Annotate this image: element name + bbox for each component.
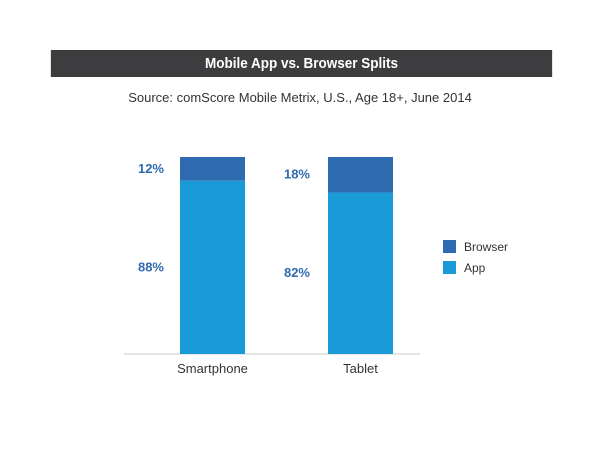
x-tick-label-smartphone: Smartphone: [177, 361, 248, 376]
bar-tablet-app: [328, 192, 393, 354]
data-label-smartphone-browser: 12%: [138, 161, 164, 176]
data-label-smartphone-app: 88%: [138, 259, 164, 274]
data-label-tablet-browser: 18%: [284, 167, 310, 182]
legend-label-app: App: [464, 261, 486, 275]
chart-subtitle: Source: comScore Mobile Metrix, U.S., Ag…: [128, 90, 472, 105]
data-label-tablet-app: 82%: [284, 265, 310, 280]
legend-label-browser: Browser: [464, 240, 508, 254]
chart-title: Mobile App vs. Browser Splits: [50, 50, 553, 77]
bar-smartphone-browser: [180, 157, 245, 181]
legend-swatch-browser: [443, 240, 456, 253]
legend-swatch-app: [443, 261, 456, 274]
x-tick-label-tablet: Tablet: [343, 361, 378, 376]
bar-tablet-browser: [328, 157, 393, 193]
bar-smartphone-app: [180, 180, 245, 354]
